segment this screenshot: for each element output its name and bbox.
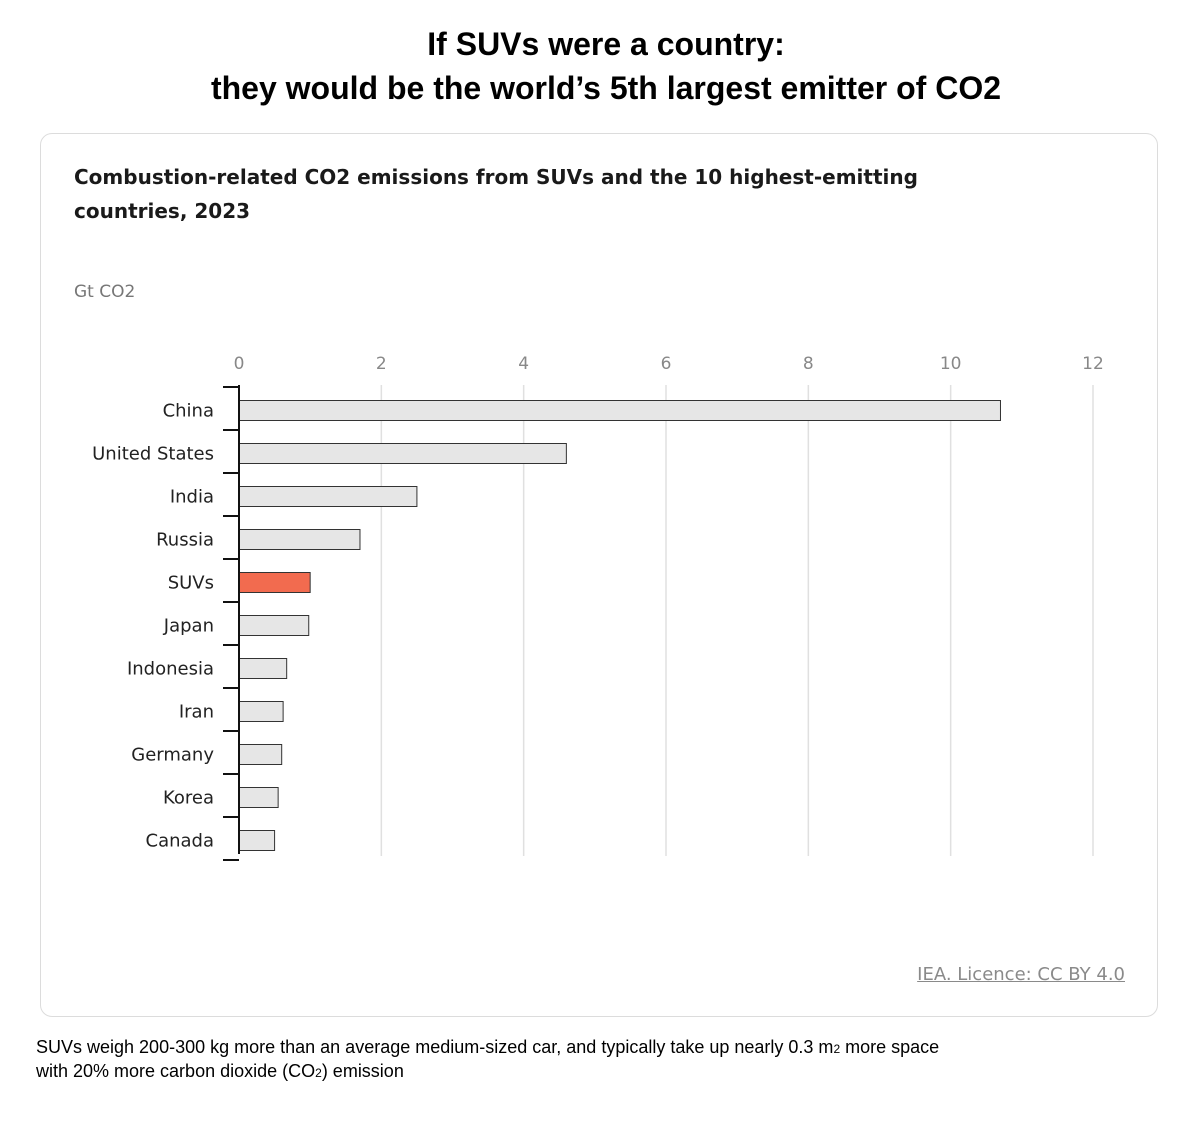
category-label: China — [163, 401, 214, 422]
headline-line-2: they would be the world’s 5th largest em… — [210, 70, 1002, 106]
headline-line-1: If SUVs were a country: — [427, 26, 785, 62]
category-label: United States — [92, 444, 214, 465]
bar — [238, 572, 311, 593]
category-label: Canada — [146, 831, 215, 852]
bar — [238, 400, 1001, 421]
bar — [238, 486, 418, 507]
footnote-line-2: with 20% more carbon dioxide (CO2) emiss… — [36, 1060, 1156, 1084]
x-tick-label: 2 — [376, 354, 387, 374]
category-label: Indonesia — [127, 659, 214, 680]
bar — [238, 701, 284, 722]
headline: If SUVs were a country: they would be th… — [0, 22, 1200, 110]
bar — [238, 787, 279, 808]
source-link[interactable]: IEA. Licence: CC BY 4.0 — [917, 964, 1125, 985]
footnote-text: ) emission — [321, 1061, 404, 1081]
category-label: Russia — [156, 530, 214, 551]
x-tick-label: 10 — [940, 354, 962, 374]
footnote-text: more space — [840, 1037, 940, 1057]
bar — [238, 443, 567, 464]
x-tick-label: 8 — [803, 354, 814, 374]
footnote-subscript: 2 — [833, 1042, 841, 1056]
x-tick-label: 12 — [1082, 354, 1104, 374]
bar — [238, 529, 361, 550]
footnote: SUVs weigh 200-300 kg more than an avera… — [36, 1036, 1156, 1084]
category-label: Germany — [131, 745, 214, 766]
bar — [238, 615, 310, 636]
footnote-subscript: 2 — [315, 1066, 322, 1080]
footnote-text: with 20% more carbon dioxide (CO — [36, 1061, 316, 1081]
bar — [238, 658, 288, 679]
x-tick-label: 0 — [234, 354, 245, 374]
category-label: India — [170, 487, 214, 508]
footnote-line-1: SUVs weigh 200-300 kg more than an avera… — [36, 1036, 1156, 1060]
bar — [238, 744, 283, 765]
footnote-text: SUVs weigh 200-300 kg more than an avera… — [36, 1037, 834, 1057]
category-label: Iran — [179, 702, 214, 723]
bar — [238, 830, 276, 851]
category-label: Korea — [163, 788, 214, 809]
x-tick-label: 4 — [518, 354, 529, 374]
unit-label: Gt CO2 — [74, 282, 136, 302]
category-label: SUVs — [168, 573, 214, 594]
chart-title: Combustion-related CO2 emissions from SU… — [74, 165, 918, 223]
chart-card — [40, 133, 1158, 1017]
category-label: Japan — [163, 616, 214, 637]
x-tick-label: 6 — [661, 354, 672, 374]
